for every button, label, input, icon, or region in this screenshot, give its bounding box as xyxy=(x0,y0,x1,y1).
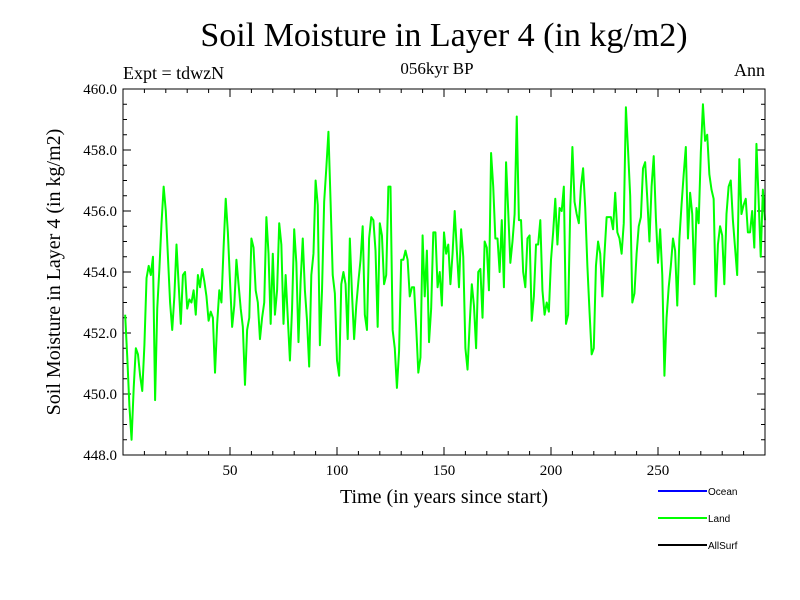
x-tick-label: 50 xyxy=(223,463,238,479)
chart-title: Soil Moisture in Layer 4 (in kg/m2) xyxy=(200,17,687,54)
y-tick-label: 458.0 xyxy=(83,143,117,159)
x-tick-label: 250 xyxy=(647,463,670,479)
plot-data xyxy=(124,103,766,441)
legend-label-land: Land xyxy=(708,514,730,525)
y-tick-label: 456.0 xyxy=(83,204,117,220)
legend-label-allsurf: AllSurf xyxy=(708,541,738,552)
series-line-land xyxy=(124,103,766,441)
x-tick-label: 200 xyxy=(540,463,563,479)
y-tick-label: 452.0 xyxy=(83,326,117,342)
expt-label: Expt = tdwzN xyxy=(123,63,224,83)
legend: Ocean Land AllSurf xyxy=(658,487,738,552)
y-tick-label: 448.0 xyxy=(83,448,117,464)
legend-label-ocean: Ocean xyxy=(708,487,737,498)
x-tick-label: 150 xyxy=(433,463,456,479)
y-tick-label: 454.0 xyxy=(83,265,117,281)
y-tick-label: 450.0 xyxy=(83,387,117,403)
x-axis-label: Time (in years since start) xyxy=(340,486,548,508)
chart-subtitle: 056kyr BP xyxy=(400,59,473,78)
period-label: Ann xyxy=(734,60,765,80)
y-tick-label: 460.0 xyxy=(83,82,117,98)
y-axis-label: Soil Moisture in Layer 4 (in kg/m2) xyxy=(43,129,65,416)
plot-frame xyxy=(122,88,766,456)
x-tick-label: 100 xyxy=(326,463,349,479)
